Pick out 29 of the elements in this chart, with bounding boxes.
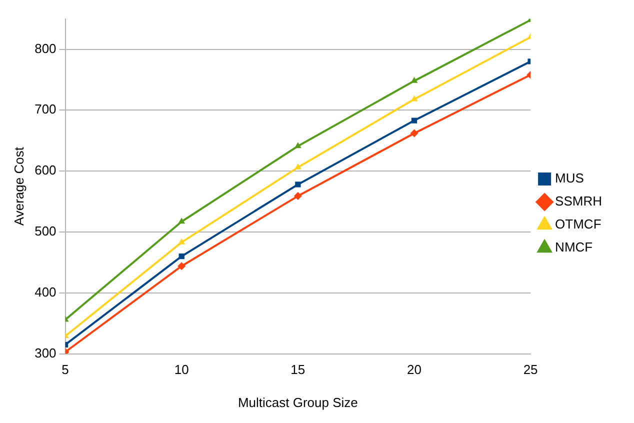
legend-label: NMCF xyxy=(555,240,593,255)
y-tick-label: 600 xyxy=(34,162,56,178)
y-axis-title: Average Cost xyxy=(11,146,26,226)
point xyxy=(295,182,301,188)
legend-label: SSMRH xyxy=(555,194,602,209)
point xyxy=(178,218,186,224)
x-tick-label: 15 xyxy=(290,362,306,378)
point xyxy=(411,118,418,124)
y-tick-label: 800 xyxy=(34,40,56,56)
y-tick-label: 700 xyxy=(34,102,56,117)
y-tick-label: 400 xyxy=(34,284,56,300)
point xyxy=(178,262,186,270)
y-tick-label: 300 xyxy=(34,345,56,360)
point xyxy=(178,238,186,244)
legend-label: MUS xyxy=(555,170,584,186)
point xyxy=(294,192,302,200)
x-tick-label: 20 xyxy=(407,362,422,378)
x-tick-label: 10 xyxy=(174,362,189,378)
x-axis-title: Multicast Group Size xyxy=(238,394,358,410)
y-tick-label: 500 xyxy=(34,224,56,239)
x-tick-label: 5 xyxy=(62,362,69,378)
point xyxy=(410,129,418,138)
point xyxy=(178,254,184,260)
x-tick-label: 25 xyxy=(523,362,538,378)
point xyxy=(294,142,302,148)
legend-label: OTMCF xyxy=(555,216,602,232)
point xyxy=(410,76,418,83)
point xyxy=(410,95,418,102)
point xyxy=(294,163,302,170)
